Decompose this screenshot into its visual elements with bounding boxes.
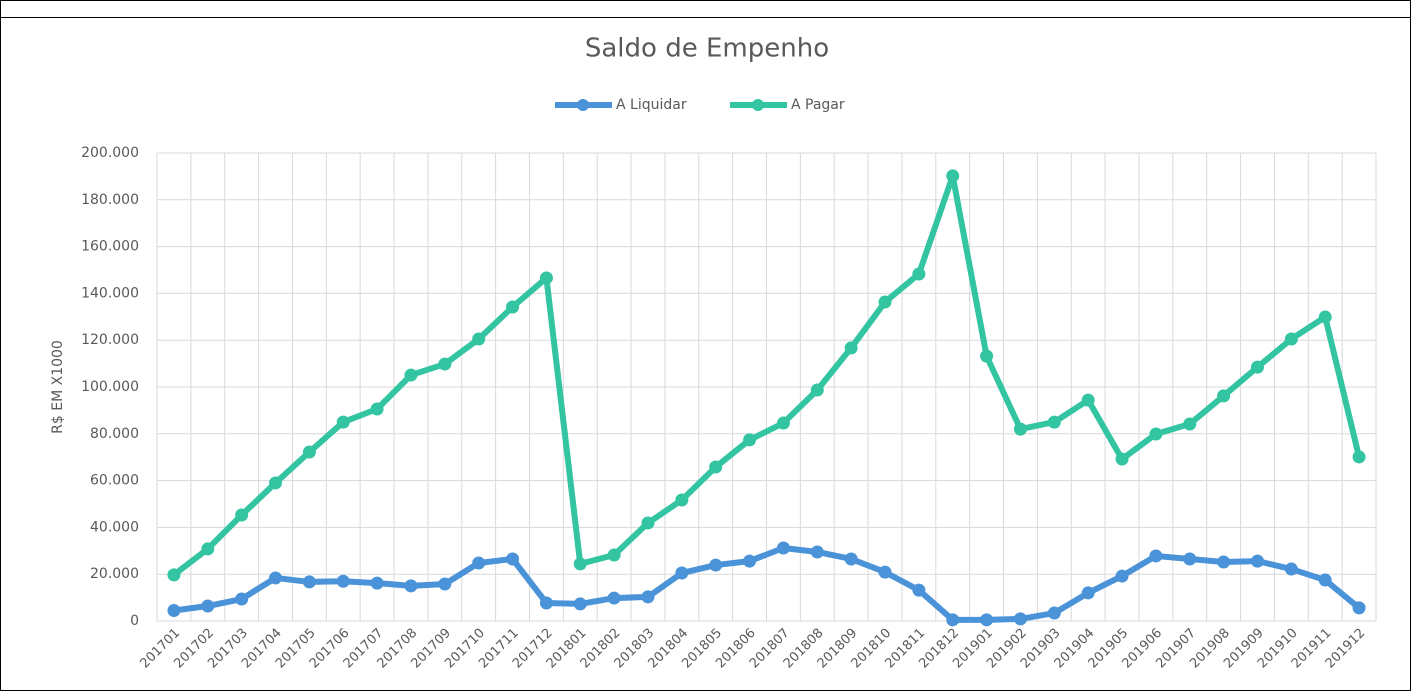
point [844, 552, 858, 566]
point [472, 332, 486, 346]
point [776, 416, 790, 430]
point [607, 548, 621, 562]
point [404, 368, 418, 382]
point [1217, 389, 1231, 403]
y-axis-label: R$ EM X1000 [50, 340, 66, 434]
point [1081, 586, 1095, 600]
point [336, 415, 350, 429]
point [912, 267, 926, 281]
point [980, 613, 994, 627]
point [810, 383, 824, 397]
point [1115, 569, 1129, 583]
point [675, 566, 689, 580]
y-tick-label: 80.000 [90, 426, 139, 442]
point [539, 271, 553, 285]
point [878, 565, 892, 579]
chart-title: Saldo de Empenho [585, 34, 829, 64]
legend-label: A Liquidar [616, 97, 687, 113]
point [810, 545, 824, 559]
y-tick-label: 200.000 [81, 145, 139, 161]
point [641, 516, 655, 530]
point [1318, 310, 1332, 324]
y-tick-label: 100.000 [81, 379, 139, 395]
point [980, 349, 994, 363]
point [1183, 552, 1197, 566]
point [641, 590, 655, 604]
point [201, 542, 215, 556]
point [709, 460, 723, 474]
point [946, 613, 960, 627]
legend-marker [577, 99, 589, 111]
point [167, 568, 181, 582]
point [1250, 360, 1264, 374]
point [675, 493, 689, 507]
point [1013, 422, 1027, 436]
y-tick-label: 60.000 [90, 473, 139, 489]
point [1047, 606, 1061, 620]
point [201, 599, 215, 613]
point [235, 592, 249, 606]
point [1013, 612, 1027, 626]
point [1047, 415, 1061, 429]
point [1149, 427, 1163, 441]
y-tick-label: 20.000 [90, 566, 139, 582]
y-tick-label: 140.000 [81, 285, 139, 301]
y-tick-label: 120.000 [81, 332, 139, 348]
point [1183, 417, 1197, 431]
point [1115, 452, 1129, 466]
point [506, 300, 520, 314]
point [438, 357, 452, 371]
point [1149, 549, 1163, 563]
point [167, 603, 181, 617]
point [743, 554, 757, 568]
point [946, 169, 960, 183]
point [1217, 555, 1231, 569]
point [878, 295, 892, 309]
point [370, 576, 384, 590]
point [1250, 554, 1264, 568]
point [235, 508, 249, 522]
point [1318, 573, 1332, 587]
point [506, 552, 520, 566]
point [709, 558, 723, 572]
point [539, 596, 553, 610]
y-tick-label: 160.000 [81, 239, 139, 255]
legend-label: A Pagar [791, 97, 845, 113]
point [573, 557, 587, 571]
point [269, 571, 283, 585]
point [1352, 450, 1366, 464]
point [573, 597, 587, 611]
y-tick-label: 0 [130, 613, 139, 629]
point [844, 341, 858, 355]
point [743, 433, 757, 447]
point [438, 577, 452, 591]
legend-marker [752, 99, 764, 111]
point [404, 579, 418, 593]
point [472, 556, 486, 570]
point [607, 591, 621, 605]
point [336, 574, 350, 588]
point [1352, 601, 1366, 615]
point [370, 402, 384, 416]
y-tick-label: 180.000 [81, 192, 139, 208]
point [1284, 332, 1298, 346]
point [1081, 393, 1095, 407]
point [1284, 562, 1298, 576]
point [269, 476, 283, 490]
point [302, 445, 316, 459]
y-tick-label: 40.000 [90, 519, 139, 535]
point [302, 575, 316, 589]
point [776, 541, 790, 555]
point [912, 583, 926, 597]
